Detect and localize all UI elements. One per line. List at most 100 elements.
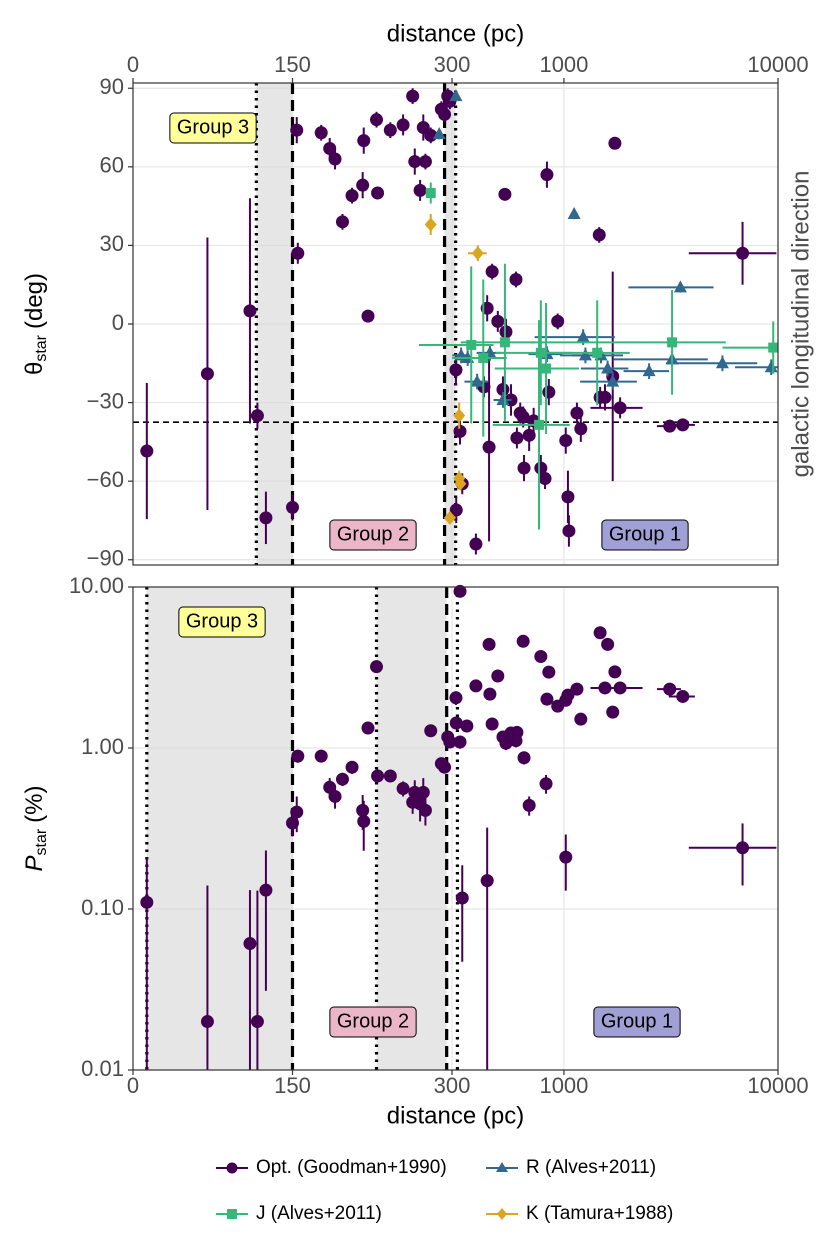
y-axis-title: θstar (deg) — [21, 273, 50, 375]
point — [592, 228, 606, 242]
point — [453, 424, 467, 438]
point — [460, 719, 474, 733]
group-label: Group 2 — [337, 1010, 409, 1032]
point — [408, 155, 422, 169]
point — [449, 503, 463, 517]
point — [469, 679, 483, 693]
point — [540, 168, 554, 182]
point — [357, 814, 371, 828]
point — [140, 895, 154, 909]
x-tick-label: 0 — [127, 52, 139, 77]
group-label-box — [169, 112, 257, 144]
point — [416, 785, 430, 799]
point — [606, 705, 620, 719]
point — [449, 363, 463, 377]
y-axis-title: Pstar (%) — [21, 785, 50, 871]
point — [259, 883, 273, 897]
y-tick-label: 1.00 — [81, 734, 124, 759]
point — [601, 637, 615, 651]
point — [676, 418, 690, 432]
point — [470, 374, 484, 387]
point — [424, 217, 437, 232]
point — [418, 155, 432, 169]
point — [314, 749, 328, 763]
point — [663, 682, 677, 696]
point — [453, 735, 467, 749]
point — [290, 805, 304, 819]
legend-marker — [497, 1208, 507, 1220]
point — [534, 650, 548, 664]
point — [576, 330, 590, 343]
point — [676, 689, 690, 703]
point — [406, 89, 420, 103]
point — [449, 691, 463, 705]
y-axis-unit: (deg) — [21, 273, 48, 329]
point — [613, 681, 627, 695]
point — [667, 337, 678, 348]
point — [509, 272, 523, 286]
y-tick-label: −90 — [87, 546, 124, 571]
legend-label: R (Alves+2011) — [526, 1157, 656, 1178]
point — [356, 178, 370, 192]
point — [570, 682, 584, 696]
y-tick-label: 0 — [112, 310, 124, 335]
point — [466, 339, 477, 350]
x-axis-title: distance (pc) — [387, 1102, 524, 1129]
point — [290, 123, 304, 137]
point — [438, 760, 452, 774]
point — [425, 188, 436, 199]
group-label-box — [178, 606, 266, 638]
point — [478, 353, 489, 364]
point — [541, 363, 552, 374]
group-label: Group 1 — [609, 523, 681, 545]
shaded-region — [376, 587, 447, 1070]
point — [432, 127, 446, 140]
point — [534, 419, 545, 430]
point — [608, 136, 622, 150]
point — [314, 126, 328, 140]
y-tick-label: −60 — [87, 467, 124, 492]
point — [559, 850, 573, 864]
legend-label: Opt. (Goodman+1990) — [256, 1157, 447, 1178]
point — [601, 361, 615, 374]
group-label-box — [593, 1006, 681, 1038]
point — [424, 724, 438, 738]
point — [323, 141, 337, 155]
point — [499, 325, 513, 339]
point — [328, 789, 342, 803]
point — [663, 419, 677, 433]
point — [200, 367, 214, 381]
point — [345, 189, 359, 203]
point — [449, 716, 463, 730]
point — [567, 206, 581, 219]
point — [592, 347, 603, 358]
point — [510, 725, 524, 739]
point — [593, 626, 607, 640]
point — [455, 891, 469, 905]
x-tick-label: 150 — [274, 52, 311, 77]
point — [496, 382, 510, 396]
point — [438, 107, 452, 121]
legend-label: J (Alves+2011) — [256, 1203, 382, 1224]
point — [522, 428, 536, 442]
point — [642, 364, 656, 377]
shaded-region — [146, 587, 293, 1070]
legend-marker — [496, 1162, 508, 1172]
y-tick-label: 10.00 — [69, 573, 124, 598]
point — [383, 769, 397, 783]
point — [482, 440, 496, 454]
point — [538, 472, 552, 486]
point — [383, 123, 397, 137]
point — [370, 113, 384, 127]
point — [540, 692, 554, 706]
point — [418, 803, 432, 817]
x-tick-label: 0 — [127, 1073, 139, 1098]
y-tick-label: 0.01 — [81, 1056, 124, 1081]
point — [449, 89, 463, 102]
point — [140, 444, 154, 458]
y-axis-symbol: θ — [21, 362, 48, 375]
point — [357, 134, 371, 148]
shaded-region — [256, 83, 293, 565]
y-tick-label: 0.10 — [81, 895, 124, 920]
point — [736, 246, 750, 260]
